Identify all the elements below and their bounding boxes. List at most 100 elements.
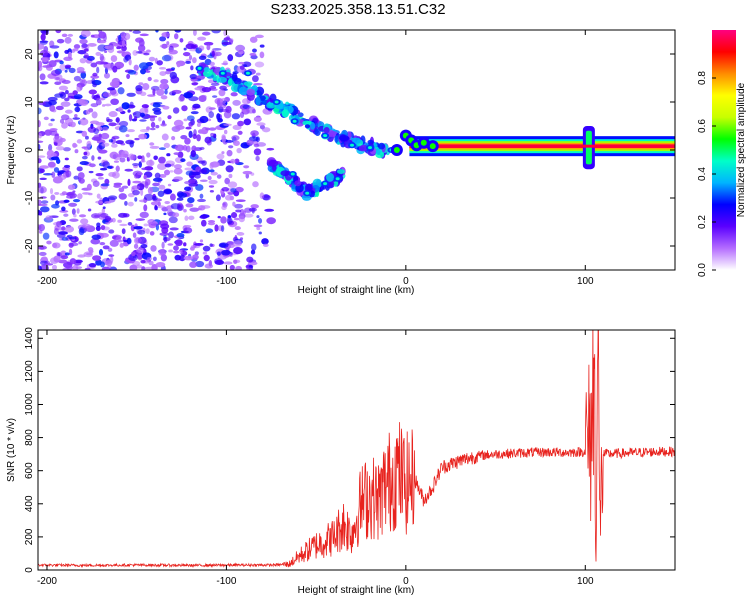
noise-blob <box>141 266 146 270</box>
noise-blob <box>54 192 60 195</box>
noise-blob <box>54 93 64 98</box>
noise-blob <box>108 229 115 234</box>
noise-blob <box>152 177 163 182</box>
noise-blob <box>111 135 120 140</box>
noise-blob <box>100 225 106 231</box>
noise-blob <box>209 61 215 67</box>
noise-blob <box>140 243 148 249</box>
y-tick: 1200 <box>24 360 675 383</box>
snr-series-line <box>38 330 675 568</box>
noise-blob <box>53 167 60 173</box>
noise-blob <box>38 203 48 207</box>
noise-blob <box>166 153 171 157</box>
noise-blob <box>39 165 49 169</box>
noise-blob <box>191 171 201 176</box>
noise-blob <box>143 193 154 201</box>
noise-blob <box>126 237 132 245</box>
y-tick-label: 1000 <box>24 393 35 416</box>
noise-blob <box>173 164 182 170</box>
noise-blob <box>78 177 85 184</box>
noise-blob <box>63 164 71 168</box>
x-tick-label: -200 <box>37 576 57 587</box>
noise-blob <box>208 179 218 185</box>
noise-blob <box>152 182 160 187</box>
noise-blob <box>90 238 101 245</box>
noise-blob <box>73 75 82 82</box>
noise-blob <box>160 95 168 100</box>
y-tick-label: 1400 <box>24 327 35 350</box>
noise-blob <box>41 57 49 63</box>
noise-blob <box>60 114 70 121</box>
noise-blob <box>98 149 108 154</box>
noise-blob <box>219 85 227 91</box>
y-tick: 800 <box>24 429 675 446</box>
noise-blob <box>185 145 191 153</box>
noise-blob <box>230 187 237 193</box>
noise-blob <box>95 225 101 232</box>
noise-blob <box>230 92 238 97</box>
noise-blob <box>177 192 188 199</box>
noise-blob <box>163 212 167 216</box>
noise-blob <box>50 152 57 158</box>
noise-blob <box>223 129 228 135</box>
noise-blob <box>129 140 134 148</box>
noise-blob <box>127 70 137 75</box>
noise-blob <box>226 149 233 157</box>
noise-blob <box>173 152 180 156</box>
noise-blob <box>173 167 183 175</box>
noise-blob <box>191 82 198 86</box>
noise-blob <box>214 51 222 57</box>
branch-peak-core <box>197 66 202 70</box>
noise-blob <box>214 224 219 232</box>
noise-blob <box>43 172 53 176</box>
x-tick: 0 <box>403 30 409 287</box>
noise-blob <box>143 174 147 180</box>
noise-blob <box>185 203 194 208</box>
noise-blob <box>74 149 79 154</box>
noise-blob <box>148 260 154 266</box>
noise-blob <box>112 65 118 73</box>
noise-blob <box>150 223 160 226</box>
noise-blob <box>64 97 70 102</box>
noise-blob <box>208 111 215 118</box>
noise-blob <box>64 36 72 44</box>
noise-blob <box>132 111 142 119</box>
noise-blob <box>198 45 205 51</box>
noise-blob <box>114 61 125 69</box>
noise-blob <box>38 210 43 216</box>
noise-blob <box>149 142 155 146</box>
noise-blob <box>139 33 149 37</box>
branch-blob <box>358 144 368 152</box>
noise-blob <box>101 126 109 132</box>
noise-blob <box>150 201 160 206</box>
noise-blob <box>210 161 220 168</box>
noise-blob <box>50 69 61 76</box>
noise-blob <box>250 204 259 209</box>
noise-blob <box>192 30 197 36</box>
noise-blob <box>194 87 203 91</box>
branch-blob <box>302 120 312 126</box>
noise-blob <box>48 99 57 106</box>
branch-blob <box>291 183 296 190</box>
y-tick-label: 0 <box>24 147 35 153</box>
noise-blob <box>72 90 78 95</box>
noise-blob <box>121 228 126 235</box>
colorbar-scale <box>712 30 736 270</box>
noise-blob <box>59 63 66 71</box>
y-tick: 20 <box>24 48 675 60</box>
noise-blob <box>99 197 104 205</box>
noise-blob <box>194 207 203 211</box>
noise-blob <box>88 262 97 268</box>
noise-blob <box>51 203 60 209</box>
noise-blob <box>171 67 176 70</box>
noise-blob <box>199 169 208 174</box>
noise-blob <box>53 255 61 263</box>
noise-blob <box>177 204 185 211</box>
noise-blob <box>124 200 128 206</box>
noise-blob <box>103 72 111 79</box>
noise-blob <box>182 52 191 57</box>
noise-blob <box>178 95 185 102</box>
noise-blob <box>190 65 194 71</box>
x-tick: 0 <box>403 330 409 587</box>
